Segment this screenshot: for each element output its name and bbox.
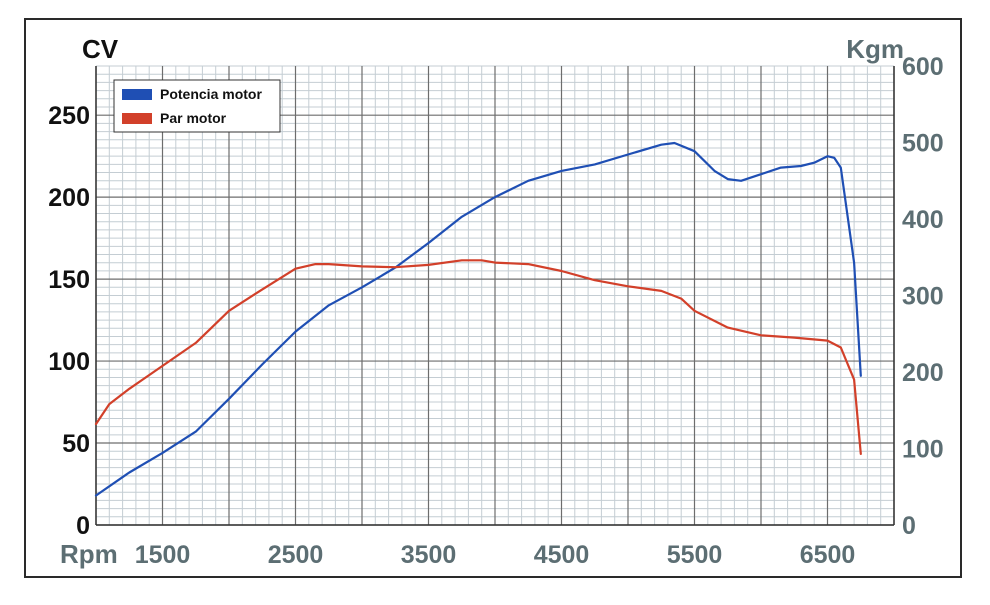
right-tick-label: 300: [902, 283, 944, 311]
right-tick-label: 200: [902, 359, 944, 387]
series-line-par: [94, 259, 862, 455]
x-tick-label: 5500: [667, 541, 723, 569]
x-tick-label: 3500: [401, 541, 457, 569]
legend: Potencia motor Par motor: [113, 79, 281, 133]
engine-curve-chart: Potencia motor Par motor 0 50 100 150 200 250…: [48, 34, 943, 569]
left-tick-label: 0: [76, 512, 90, 540]
left-tick-label: 200: [48, 184, 90, 212]
right-tick-label: 500: [902, 130, 944, 158]
x-tick-label: 4500: [534, 541, 590, 569]
left-tick-label: 50: [62, 430, 90, 458]
series-layer: [94, 141, 862, 497]
left-tick-label: 250: [48, 102, 90, 130]
legend-swatch-par: [122, 113, 152, 124]
grid: [95, 65, 895, 526]
right-tick-label: 100: [902, 436, 944, 464]
x-tick-label: 2500: [268, 541, 324, 569]
right-tick-label: 600: [902, 53, 944, 81]
right-tick-label: 400: [902, 206, 944, 234]
x-tick-label: 1500: [135, 541, 191, 569]
series-line-potencia: [94, 141, 862, 497]
legend-swatch-potencia: [122, 89, 152, 100]
legend-label-par: Par motor: [160, 110, 227, 126]
left-tick-label: 150: [48, 266, 90, 294]
left-tick-label: 100: [48, 348, 90, 376]
chart-frame: Potencia motor Par motor 0 50 100 150 200 250…: [24, 18, 962, 578]
legend-label-potencia: Potencia motor: [160, 86, 262, 102]
left-axis-label: CV: [82, 34, 119, 64]
x-axis-label: Rpm: [60, 539, 118, 569]
x-tick-label: 6500: [800, 541, 856, 569]
right-axis-label: Kgm: [846, 34, 904, 64]
right-tick-label: 0: [902, 512, 916, 540]
